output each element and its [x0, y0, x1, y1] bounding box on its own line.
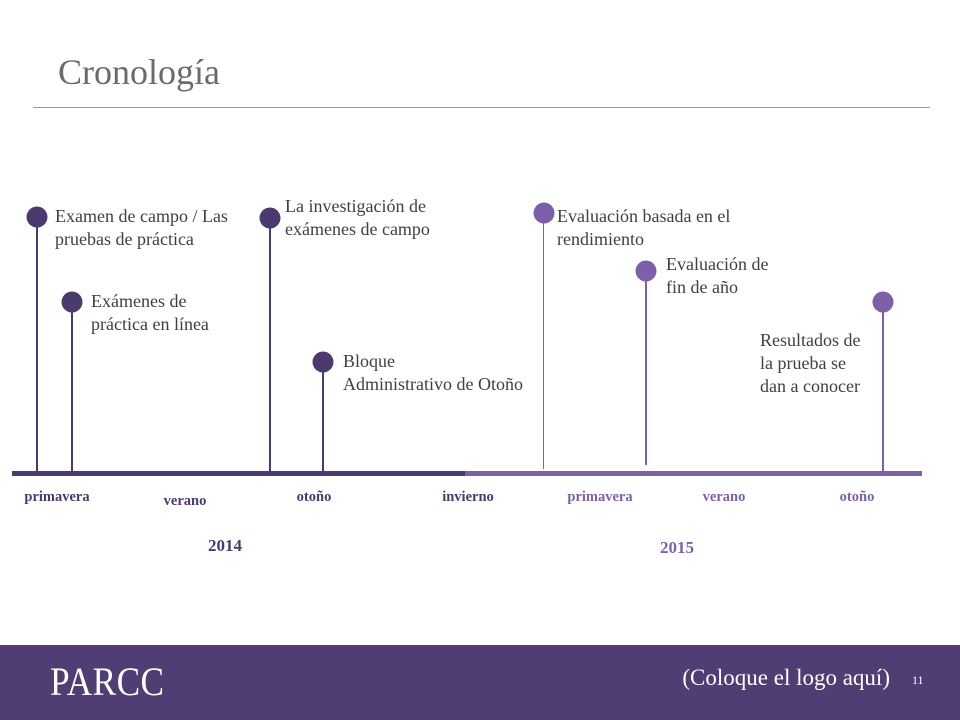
event-label-line: La investigación de: [285, 196, 426, 216]
event-label-line: exámenes de campo: [285, 219, 430, 239]
event-label: Resultados de la prueba se dan a conocer: [760, 329, 861, 398]
event-dot: [26, 206, 48, 228]
event-label-line: Evaluación de: [666, 254, 769, 274]
page-number: 11: [912, 673, 924, 687]
event-dot: [872, 291, 894, 313]
timeline-bar-2014: [12, 471, 465, 476]
season-label-fall-2014: otoño: [296, 489, 332, 505]
year-label-2015: 2015: [660, 538, 694, 557]
event-label: Examen de campo / Las pruebas de práctic…: [55, 205, 228, 251]
season-label-summer-2015: verano: [702, 489, 746, 505]
season-label-spring-2014: primavera: [24, 489, 90, 505]
event-stem: [882, 312, 884, 471]
event-label: Exámenes de práctica en línea: [91, 290, 209, 336]
event-label: Evaluación basada en el rendimiento: [557, 205, 730, 251]
event-stem: [269, 228, 271, 471]
event-label-line: práctica en línea: [91, 314, 209, 334]
event-label-line: Resultados de: [760, 330, 861, 350]
parcc-logo: PARCC: [50, 659, 165, 704]
season-label-summer-2014: verano: [163, 493, 207, 509]
event-label-line: Exámenes de: [91, 291, 187, 311]
event-stem: [645, 281, 647, 465]
year-label-2014: 2014: [208, 536, 242, 555]
event-dot: [533, 202, 555, 224]
event-dot: [635, 260, 657, 282]
season-label-spring-2015: primavera: [567, 489, 633, 505]
event-label: La investigación de exámenes de campo: [285, 195, 430, 241]
event-label-line: rendimiento: [557, 229, 644, 249]
footer-band: PARCC (Coloque el logo aquí) 11: [0, 645, 960, 720]
slide-title: Cronología: [58, 52, 220, 92]
event-label-line: fin de año: [666, 277, 738, 297]
event-label-line: dan a conocer: [760, 376, 860, 396]
event-dot: [259, 207, 281, 229]
logo-placeholder: (Coloque el logo aquí): [682, 665, 890, 690]
season-label-winter-2014: invierno: [442, 489, 494, 505]
event-label: Evaluación de fin de año: [666, 253, 768, 299]
event-label-line: la prueba se: [760, 353, 846, 373]
event-stem: [542, 223, 545, 469]
event-stem: [322, 372, 324, 471]
event-label-line: Administrativo de Otoño: [343, 374, 523, 394]
event-dot: [312, 351, 334, 373]
event-label-line: Evaluación basada en el: [557, 206, 731, 226]
title-divider: [33, 107, 930, 108]
event-label-line: Bloque: [343, 351, 395, 371]
event-label: Bloque Administrativo de Otoño: [343, 350, 523, 396]
event-stem: [36, 227, 38, 471]
season-label-fall-2015: otoño: [839, 489, 875, 505]
event-label-line: pruebas de práctica: [55, 229, 194, 249]
event-dot: [61, 291, 83, 313]
event-label-line: Examen de campo / Las: [55, 206, 228, 226]
timeline-bar-2015: [465, 471, 922, 476]
event-stem: [71, 312, 73, 471]
